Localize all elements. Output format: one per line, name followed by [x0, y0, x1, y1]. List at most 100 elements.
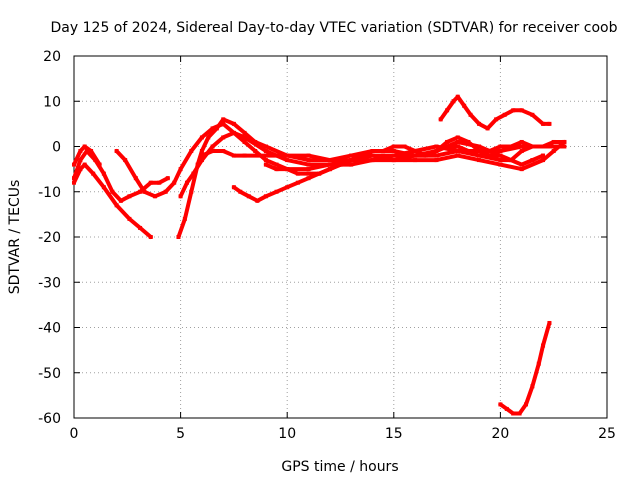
data-point — [349, 158, 354, 163]
y-tick-label: -50 — [38, 366, 61, 382]
data-point — [530, 384, 535, 389]
data-point — [84, 149, 89, 154]
data-point — [327, 158, 332, 163]
data-point — [519, 108, 524, 113]
axis-ticks: 0 5 10 15 20 25 -60 -50 -40 -30 -20 -10 0 10 20 — [38, 49, 616, 442]
data-point — [78, 167, 83, 172]
data-point — [498, 153, 503, 158]
y-axis-label: SDTVAR / TECUs — [7, 180, 23, 295]
data-point — [263, 153, 268, 158]
data-point — [466, 149, 471, 154]
data-point — [551, 149, 556, 154]
data-point — [189, 189, 194, 194]
data-point — [530, 144, 535, 149]
data-point — [551, 139, 556, 144]
data-point — [466, 139, 471, 144]
data-point — [242, 135, 247, 140]
data-point — [530, 158, 535, 163]
data-point — [370, 153, 375, 158]
data-point — [153, 194, 158, 199]
data-point — [231, 153, 236, 158]
data-point — [509, 144, 514, 149]
data-point — [199, 149, 204, 154]
data-point — [82, 144, 87, 149]
data-point — [541, 144, 546, 149]
data-point — [82, 162, 87, 167]
data-point — [127, 216, 132, 221]
data-point — [487, 149, 492, 154]
data-point — [285, 167, 290, 172]
data-point — [206, 135, 211, 140]
data-point — [263, 144, 268, 149]
data-point — [517, 411, 522, 416]
data-point — [78, 149, 83, 154]
data-point — [494, 117, 499, 122]
data-point — [519, 144, 524, 149]
data-point — [498, 144, 503, 149]
data-point — [199, 158, 204, 163]
data-point — [438, 117, 443, 122]
y-tick-label: -30 — [38, 275, 61, 291]
data-point — [547, 121, 552, 126]
data-point — [519, 149, 524, 154]
data-point — [423, 153, 428, 158]
data-point — [295, 180, 300, 185]
data-point — [253, 149, 258, 154]
data-point — [148, 235, 153, 239]
data-point — [468, 112, 473, 117]
data-point — [123, 158, 128, 163]
data-point — [178, 194, 183, 199]
data-point — [221, 117, 226, 122]
data-point — [274, 162, 279, 167]
data-point — [477, 149, 482, 154]
data-point — [349, 162, 354, 167]
data-point — [402, 144, 407, 149]
data-point — [338, 162, 343, 167]
data-point — [509, 158, 514, 163]
data-point — [295, 171, 300, 176]
data-point — [391, 144, 396, 149]
data-point — [221, 149, 226, 154]
x-axis-label: GPS time / hours — [281, 459, 398, 475]
data-point — [530, 112, 535, 117]
data-point — [221, 135, 226, 140]
data-point — [445, 139, 450, 144]
y-tick-label: -60 — [38, 411, 61, 427]
data-point — [274, 189, 279, 194]
data-point — [263, 194, 268, 199]
data-point — [306, 167, 311, 172]
data-point — [110, 189, 115, 194]
data-point — [402, 153, 407, 158]
data-point — [285, 158, 290, 163]
data-point — [97, 162, 102, 167]
data-point — [455, 139, 460, 144]
data-point — [370, 158, 375, 163]
data-point — [89, 149, 94, 154]
data-point — [255, 198, 260, 203]
data-point — [562, 139, 567, 144]
data-point — [485, 126, 490, 131]
x-tick-label: 10 — [278, 426, 296, 442]
data-point — [370, 149, 375, 154]
data-point — [306, 171, 311, 176]
data-point — [101, 185, 106, 190]
data-point — [462, 103, 467, 108]
data-point — [455, 144, 460, 149]
data-point — [274, 167, 279, 172]
data-point — [72, 180, 76, 185]
data-point — [562, 144, 567, 149]
data-point — [391, 149, 396, 154]
data-point — [451, 99, 456, 104]
data-point — [519, 167, 524, 172]
x-tick-label: 20 — [491, 426, 509, 442]
data-point — [178, 167, 183, 172]
data-point — [242, 153, 247, 158]
data-point — [498, 402, 503, 407]
data-point — [138, 189, 143, 194]
data-point — [327, 167, 332, 172]
data-point — [413, 158, 418, 163]
data-point — [477, 153, 482, 158]
data-point — [214, 126, 219, 131]
data-point — [445, 144, 450, 149]
